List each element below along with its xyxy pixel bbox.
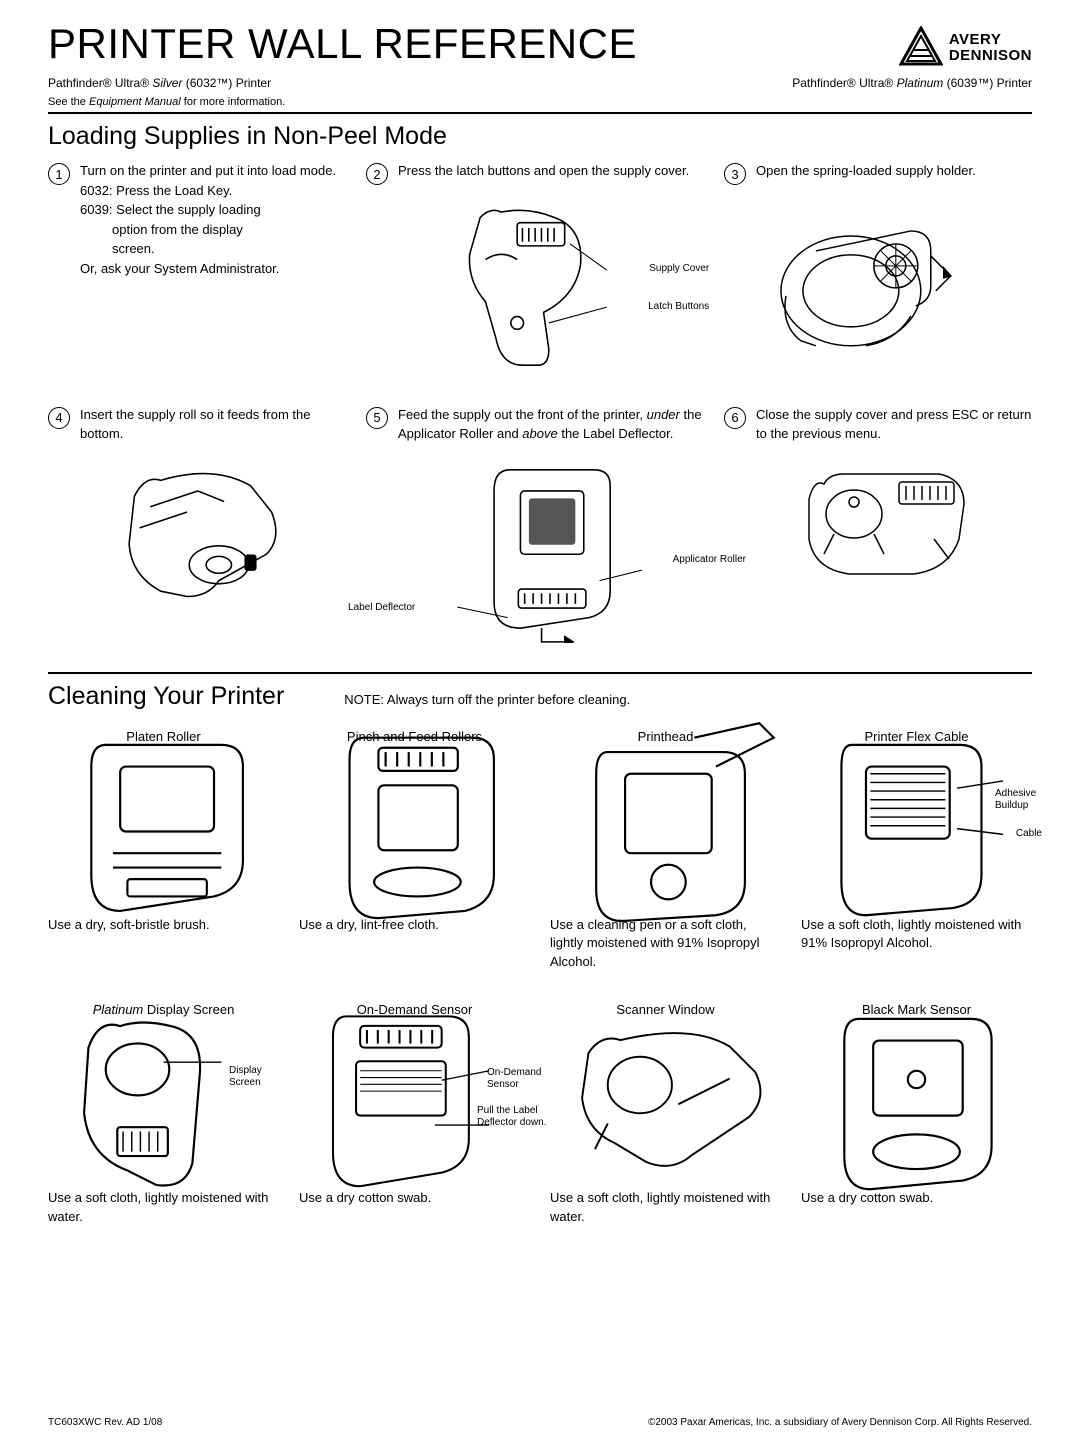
header-left-model: Pathfinder® Ultra® Silver (6032™) Printe… — [48, 76, 271, 90]
callout-pull-deflector: Pull the Label Deflector down. — [477, 1105, 552, 1129]
printer-illustration-icon — [438, 191, 649, 381]
clean-black-mark-sensor: Black Mark Sensor Use a dry cotton swab. — [801, 1002, 1032, 1227]
callout-latch-buttons: Latch Buttons — [648, 301, 709, 313]
section-loading-title: Loading Supplies in Non-Peel Mode — [48, 122, 1032, 151]
printer-illustration-icon — [756, 196, 976, 376]
clean-platen-roller: Platen Roller Use a dry, soft-bristle br… — [48, 729, 279, 973]
brand-logo: AVERY DENNISON — [899, 26, 1032, 70]
step-5: 5 Feed the supply out the front of the p… — [366, 405, 706, 644]
callout-label-deflector: Label Deflector — [348, 602, 415, 614]
brand-line-1: AVERY — [949, 32, 1032, 48]
avery-logo-icon — [899, 26, 943, 70]
see-manual-note: See the Equipment Manual for more inform… — [48, 96, 1032, 108]
step-3: 3 Open the spring-loaded supply holder. — [724, 161, 1032, 381]
step-number-icon: 2 — [366, 163, 388, 185]
callout-applicator-roller: Applicator Roller — [673, 554, 746, 566]
step-6: 6 Close the supply cover and press ESC o… — [724, 405, 1032, 644]
clean-printhead: Printhead Use a cleaning pen or a soft c… — [550, 729, 781, 973]
callout-on-demand-sensor: On-Demand Sensor — [487, 1067, 552, 1091]
printer-illustration-icon — [108, 454, 319, 644]
printer-part-icon — [550, 1008, 781, 1188]
printer-part-icon — [48, 716, 279, 933]
step-number-icon: 3 — [724, 163, 746, 185]
divider — [48, 112, 1032, 114]
footer-copyright: ©2003 Paxar Americas, Inc. a subsidiary … — [648, 1417, 1032, 1428]
callout-adhesive: Adhesive Buildup — [995, 788, 1050, 812]
clean-pinch-feed-rollers: Pinch and Feed Rollers Use a dry, lint-f… — [299, 729, 530, 973]
clean-display-screen: Platinum Display Screen Display Screen U… — [48, 1002, 279, 1227]
step-number-icon: 5 — [366, 407, 388, 429]
footer-doc-id: TC603XWC Rev. AD 1/08 — [48, 1417, 162, 1428]
clean-flex-cable: Printer Flex Cable Adhesive Buildup Cabl… — [801, 729, 1032, 973]
step-2: 2 Press the latch buttons and open the s… — [366, 161, 706, 381]
printer-illustration-icon — [784, 454, 1004, 604]
step-1: 1 Turn on the printer and put it into lo… — [48, 161, 348, 381]
printer-part-icon — [550, 716, 781, 933]
printer-part-icon — [801, 716, 1032, 933]
callout-display-screen: Display Screen — [229, 1065, 279, 1089]
printer-part-icon — [48, 990, 279, 1207]
printer-illustration-icon — [436, 454, 668, 644]
header-right-model: Pathfinder® Ultra® Platinum (6039™) Prin… — [792, 76, 1032, 90]
page-title: PRINTER WALL REFERENCE — [48, 20, 637, 68]
clean-scanner-window: Scanner Window Use a soft cloth, lightly… — [550, 1002, 781, 1227]
printer-part-icon — [299, 716, 530, 933]
brand-line-2: DENNISON — [949, 48, 1032, 64]
printer-part-icon — [801, 990, 1032, 1207]
printer-part-icon — [299, 996, 530, 1200]
divider — [48, 672, 1032, 674]
callout-cable: Cable — [1016, 828, 1042, 840]
step-number-icon: 6 — [724, 407, 746, 429]
step-number-icon: 4 — [48, 407, 70, 429]
section-cleaning-title: Cleaning Your Printer — [48, 682, 284, 711]
cleaning-note: NOTE: Always turn off the printer before… — [344, 692, 630, 707]
step-number-icon: 1 — [48, 163, 70, 185]
step-4: 4 Insert the supply roll so it feeds fro… — [48, 405, 348, 644]
clean-on-demand-sensor: On-Demand Sensor On-Demand Sensor Pull t… — [299, 1002, 530, 1227]
callout-supply-cover: Supply Cover — [649, 263, 709, 275]
